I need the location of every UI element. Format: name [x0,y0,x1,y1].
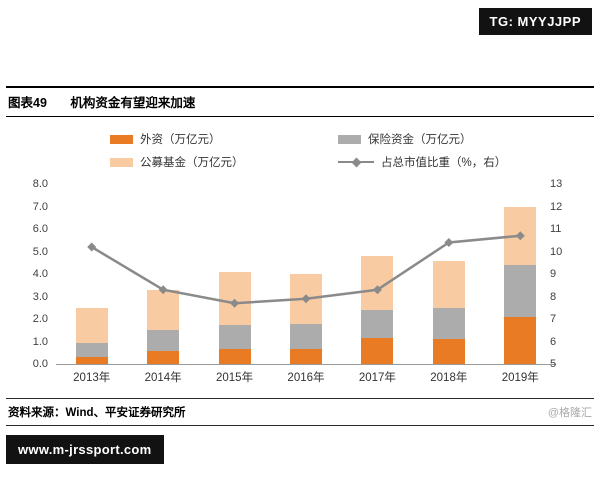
line-point-diamond-icon [444,238,454,247]
legend-item-insurance: 保险资金（万亿元） [338,131,594,147]
y-axis-tick-right: 7 [550,313,557,325]
plot-area: 8.0 7.0 6.0 5.0 4.0 3.0 2.0 1.0 0.0 13 12 11 10 9 8 7 6 5 [33,178,563,370]
line-point-diamond-icon [158,285,168,295]
y-axis-tick-left: 3.0 [32,290,48,303]
site-badge: www.m-jrssport.com [6,435,164,464]
y-axis-tick-right: 5 [550,358,557,370]
legend-label-fund: 公募基金（万亿元） [140,157,244,169]
y-axis-tick-left: 5.0 [32,245,48,258]
x-axis-label: 2019年 [501,372,539,384]
bar-2014年 [147,289,180,364]
figure: 图表49 机构资金有望迎来加速 外资（万亿元） 保险资金（万亿元） 公募基金（万… [6,86,594,426]
line-point-diamond-icon [301,294,311,304]
source-text: 资料来源：Wind、平安证券研究所 [8,407,186,419]
bar-segment-foreign [75,357,108,364]
y-axis-tick-left: 8.0 [32,178,48,190]
line-point-diamond-icon [87,242,97,252]
line-point-diamond-icon [515,231,525,241]
y-axis-tick-left: 6.0 [32,223,48,235]
legend-label-foreign: 外资（万亿元） [140,134,221,146]
figure-title: 机构资金有望迎来加速 [70,96,196,110]
x-axis-label: 2014年 [144,372,182,384]
legend-label-insurance: 保险资金（万亿元） [368,134,472,146]
bar-segment-insurance [290,323,322,350]
figure-header: 图表49 机构资金有望迎来加速 [6,86,594,117]
legend-swatch-insurance [338,134,361,144]
y-axis-tick-left: 1.0 [32,335,48,348]
figure-footer: 资料来源：Wind、平安证券研究所 @格隆汇 [6,398,594,426]
bar-segment-foreign [218,349,251,364]
tg-badge: TG: MYYJJPP [478,8,592,35]
legend-item-fund: 公募基金（万亿元） [110,154,338,170]
y-axis-tick-right: 11 [550,223,562,235]
line-point-diamond-icon [372,285,382,295]
bar-segment-insurance [504,265,537,317]
y-axis-tick-left: 4.0 [32,268,48,280]
bar-segment-fund [75,307,108,343]
legend-swatch-foreign [110,134,133,144]
figure-label: 图表49 [8,96,47,110]
bar-segment-fund [432,260,465,308]
watermark: @格隆汇 [547,407,592,419]
bar-2015年 [218,271,251,364]
x-axis-label: 2016年 [287,372,325,384]
line-point-diamond-icon [230,298,240,308]
bar-segment-foreign [432,339,465,364]
bar-2018年 [432,260,465,364]
legend-line-marker-icon [338,157,374,167]
bar-segment-foreign [147,350,180,364]
chart-legend: 外资（万亿元） 保险资金（万亿元） 公募基金（万亿元） 占总市值比重（%，右） [110,131,594,170]
chart: 8.0 7.0 6.0 5.0 4.0 3.0 2.0 1.0 0.0 13 12 11 10 9 8 7 6 5 [33,178,563,370]
bar-segment-insurance [218,324,251,350]
x-axis-label: 2015年 [216,372,254,384]
bar-segment-foreign [504,316,537,364]
legend-item-ratio: 占总市值比重（%，右） [338,154,594,170]
bar-segment-insurance [361,310,394,339]
legend-item-foreign: 外资（万亿元） [110,131,338,147]
x-axis-label: 2013年 [73,372,111,384]
bar-segment-insurance [432,307,465,340]
y-axis-tick-right: 10 [550,245,563,258]
y-axis-tick-right: 13 [550,178,563,190]
bar-segment-fund [147,289,180,331]
x-axis-label: 2018年 [430,372,468,384]
y-axis-tick-right: 9 [550,268,557,280]
x-axis-label: 2017年 [358,372,396,384]
x-axis: 2013年 2014年 2015年 2016年 2017年 2018年 2019年 [56,369,556,385]
trend-line [87,231,525,308]
y-axis-tick-left: 7.0 [32,200,48,213]
y-axis-tick-left: 2.0 [32,313,48,325]
bar-2013年 [75,307,108,364]
y-axis-tick-left: 0.0 [32,358,48,370]
bar-segment-foreign [361,338,394,364]
y-axis-tick-right: 6 [550,335,557,348]
bar-segment-insurance [75,342,108,358]
legend-swatch-fund [110,157,133,167]
bar-segment-fund [218,271,251,325]
y-axis-tick-right: 12 [550,200,563,213]
y-axis-tick-right: 8 [550,290,557,303]
bar-segment-foreign [290,349,322,364]
legend-label-ratio: 占总市值比重（%，右） [381,157,507,169]
bar-segment-insurance [147,330,180,351]
